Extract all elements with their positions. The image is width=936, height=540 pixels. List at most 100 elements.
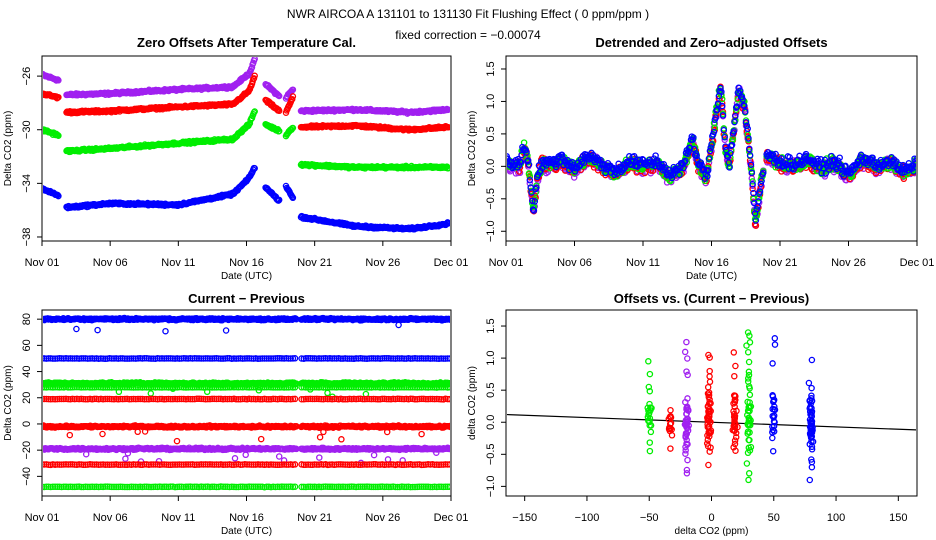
y-tick-label: −34 — [21, 174, 33, 193]
data-point — [134, 355, 142, 362]
data-point — [280, 355, 288, 362]
x-tick-label: Nov 21 — [763, 257, 798, 269]
data-point — [720, 126, 728, 134]
data-point — [71, 355, 78, 362]
data-point — [418, 355, 425, 362]
data-point — [328, 355, 336, 362]
series-blue — [507, 84, 916, 224]
data-point — [719, 112, 727, 119]
data-point — [446, 315, 450, 323]
data-point — [710, 128, 718, 136]
data-point — [241, 355, 249, 362]
data-point — [743, 122, 751, 130]
y-tick-label: 1.0 — [485, 94, 497, 109]
panel-title: Detrended and Zero−adjusted Offsets — [595, 35, 827, 50]
data-point — [162, 327, 169, 335]
data-point — [711, 124, 719, 132]
data-point — [747, 161, 755, 169]
data-point — [289, 124, 297, 132]
data-point — [344, 355, 351, 362]
data-point — [707, 144, 714, 151]
data-point — [54, 355, 61, 362]
data-point — [420, 355, 427, 362]
data-point — [43, 355, 48, 362]
data-point — [531, 198, 539, 205]
data-point — [200, 355, 207, 362]
data-point — [352, 355, 360, 362]
data-point — [912, 160, 916, 167]
data-point — [45, 355, 52, 362]
data-point — [772, 150, 779, 158]
data-point — [528, 189, 535, 196]
y-tick-label: −0.5 — [485, 188, 497, 210]
data-point — [322, 355, 329, 362]
data-point — [836, 154, 843, 161]
data-point — [444, 355, 450, 362]
x-axis-label: Date (UTC) — [221, 271, 272, 282]
x-tick-label: Nov 16 — [694, 257, 729, 269]
data-point — [251, 57, 258, 63]
y-tick-label: −30 — [21, 120, 33, 139]
data-point — [746, 152, 754, 159]
data-point — [60, 355, 68, 362]
data-point — [95, 355, 102, 362]
data-point — [676, 171, 683, 179]
data-point — [394, 355, 401, 362]
data-point — [413, 355, 421, 362]
data-point — [167, 355, 174, 362]
x-tick-label: Nov 21 — [297, 512, 332, 524]
data-point — [658, 161, 665, 168]
data-point — [437, 355, 445, 362]
data-point — [69, 355, 76, 362]
x-tick-label: Nov 06 — [93, 257, 128, 269]
data-point — [165, 355, 172, 362]
data-point — [283, 355, 290, 362]
data-point — [291, 355, 299, 362]
data-point — [737, 87, 744, 95]
x-tick-label: Nov 06 — [557, 257, 592, 269]
data-point — [160, 355, 168, 362]
data-point — [617, 168, 625, 176]
data-point — [126, 355, 133, 362]
data-point — [730, 128, 737, 135]
data-point — [256, 355, 264, 362]
data-point — [721, 134, 728, 141]
data-point — [251, 108, 258, 115]
data-point — [447, 316, 450, 324]
data-point — [208, 355, 216, 362]
data-point — [119, 355, 126, 362]
data-point — [900, 175, 908, 183]
data-point — [222, 327, 230, 334]
y-tick-label: −20 — [21, 441, 33, 460]
data-point — [653, 156, 661, 164]
x-axis-label: Date (UTC) — [686, 271, 737, 282]
x-tick-label: Nov 11 — [626, 257, 660, 269]
data-point — [704, 167, 712, 174]
data-point — [275, 127, 283, 135]
data-point — [752, 217, 760, 224]
data-point — [182, 355, 190, 362]
data-point — [517, 158, 525, 166]
data-point — [825, 166, 833, 173]
data-point — [728, 141, 736, 149]
data-point — [359, 355, 366, 362]
data-point — [250, 355, 257, 362]
data-point — [749, 180, 756, 188]
data-point — [169, 355, 177, 362]
data-point — [746, 148, 753, 155]
data-point — [429, 355, 436, 362]
plot-area — [43, 314, 450, 491]
data-point — [163, 355, 170, 362]
data-point — [685, 148, 692, 155]
data-point — [265, 355, 273, 362]
data-point — [193, 355, 201, 362]
data-point — [317, 355, 325, 362]
data-point — [363, 355, 371, 362]
x-tick-label: Dec 01 — [434, 512, 469, 524]
data-point — [326, 355, 334, 362]
data-point — [748, 169, 756, 177]
data-point — [407, 355, 414, 362]
data-point — [668, 174, 676, 182]
data-point — [732, 112, 739, 120]
data-point — [289, 355, 297, 362]
